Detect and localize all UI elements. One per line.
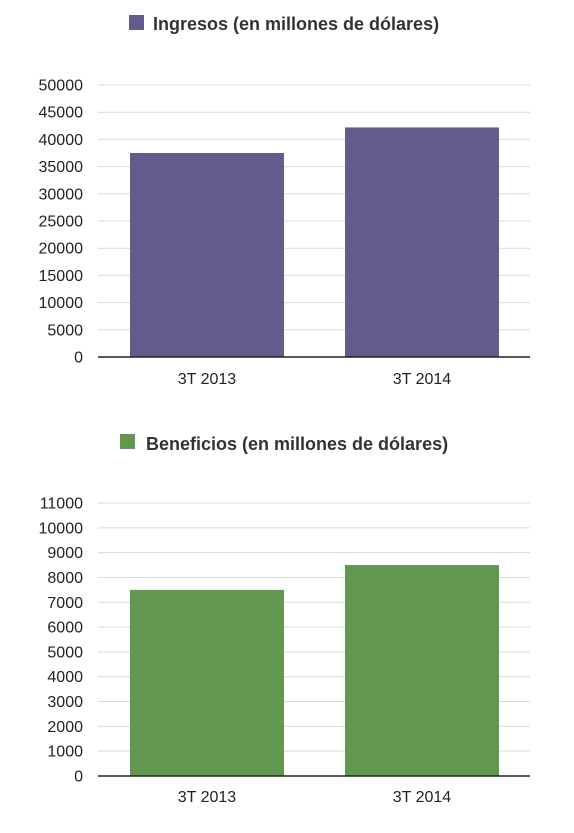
profit-y-tick-label: 11000 bbox=[40, 496, 83, 513]
revenue-y-tick-label: 10000 bbox=[39, 295, 84, 312]
profit-y-tick-label: 0 bbox=[74, 769, 83, 786]
revenue-bar bbox=[345, 127, 499, 357]
revenue-y-tick-label: 0 bbox=[74, 350, 83, 367]
profit-y-tick-label: 2000 bbox=[47, 719, 83, 736]
revenue-y-tick-label: 25000 bbox=[39, 214, 84, 231]
profit-bar bbox=[345, 565, 499, 776]
revenue-y-tick-label: 45000 bbox=[39, 105, 84, 122]
profit-y-tick-label: 10000 bbox=[39, 520, 84, 537]
revenue-legend-swatch bbox=[129, 15, 144, 30]
revenue-chart: Ingresos (en millones de dólares) 0 5000 1… bbox=[39, 14, 530, 388]
revenue-y-tick-label: 40000 bbox=[39, 132, 84, 149]
profit-y-tick-label: 4000 bbox=[47, 669, 83, 686]
revenue-y-tick-label: 15000 bbox=[39, 268, 84, 285]
profit-bars bbox=[130, 565, 499, 776]
profit-y-tick-label: 7000 bbox=[47, 595, 83, 612]
profit-bar bbox=[130, 589, 284, 776]
revenue-y-tick-labels: 0 5000 10000 15000 20000 25000 30000 35000 40000… bbox=[39, 78, 84, 367]
profit-y-tick-label: 9000 bbox=[47, 545, 83, 562]
profit-y-tick-label: 1000 bbox=[47, 744, 83, 761]
profit-y-tick-label: 3000 bbox=[47, 694, 83, 711]
profit-y-tick-label: 8000 bbox=[47, 570, 83, 587]
profit-category-label: 3T 2013 bbox=[178, 789, 237, 806]
profit-legend: Beneficios (en millones de dólares) bbox=[120, 434, 448, 454]
revenue-legend: Ingresos (en millones de dólares) bbox=[129, 14, 439, 34]
revenue-category-label: 3T 2014 bbox=[393, 371, 452, 388]
revenue-y-tick-label: 30000 bbox=[39, 186, 84, 203]
revenue-y-tick-label: 5000 bbox=[47, 322, 83, 339]
profit-category-labels: 3T 2013 3T 2014 bbox=[178, 789, 452, 806]
revenue-y-tick-label: 35000 bbox=[39, 159, 84, 176]
revenue-legend-label: Ingresos (en millones de dólares) bbox=[153, 14, 439, 34]
revenue-category-labels: 3T 2013 3T 2014 bbox=[178, 371, 452, 388]
profit-legend-swatch bbox=[120, 434, 135, 449]
profit-y-tick-label: 5000 bbox=[47, 644, 83, 661]
revenue-bar bbox=[130, 153, 284, 357]
profit-y-tick-labels: 0 1000 2000 3000 4000 5000 6000 7000 8000 9000 100… bbox=[39, 496, 84, 786]
profit-legend-label: Beneficios (en millones de dólares) bbox=[146, 434, 448, 454]
revenue-y-tick-label: 50000 bbox=[39, 78, 84, 95]
revenue-category-label: 3T 2013 bbox=[178, 371, 237, 388]
profit-y-tick-label: 6000 bbox=[47, 620, 83, 637]
profit-chart: Beneficios (en millones de dólares) 0 100… bbox=[39, 434, 530, 806]
profit-category-label: 3T 2014 bbox=[393, 789, 452, 806]
revenue-y-tick-label: 20000 bbox=[39, 241, 84, 258]
revenue-bars bbox=[130, 127, 499, 357]
